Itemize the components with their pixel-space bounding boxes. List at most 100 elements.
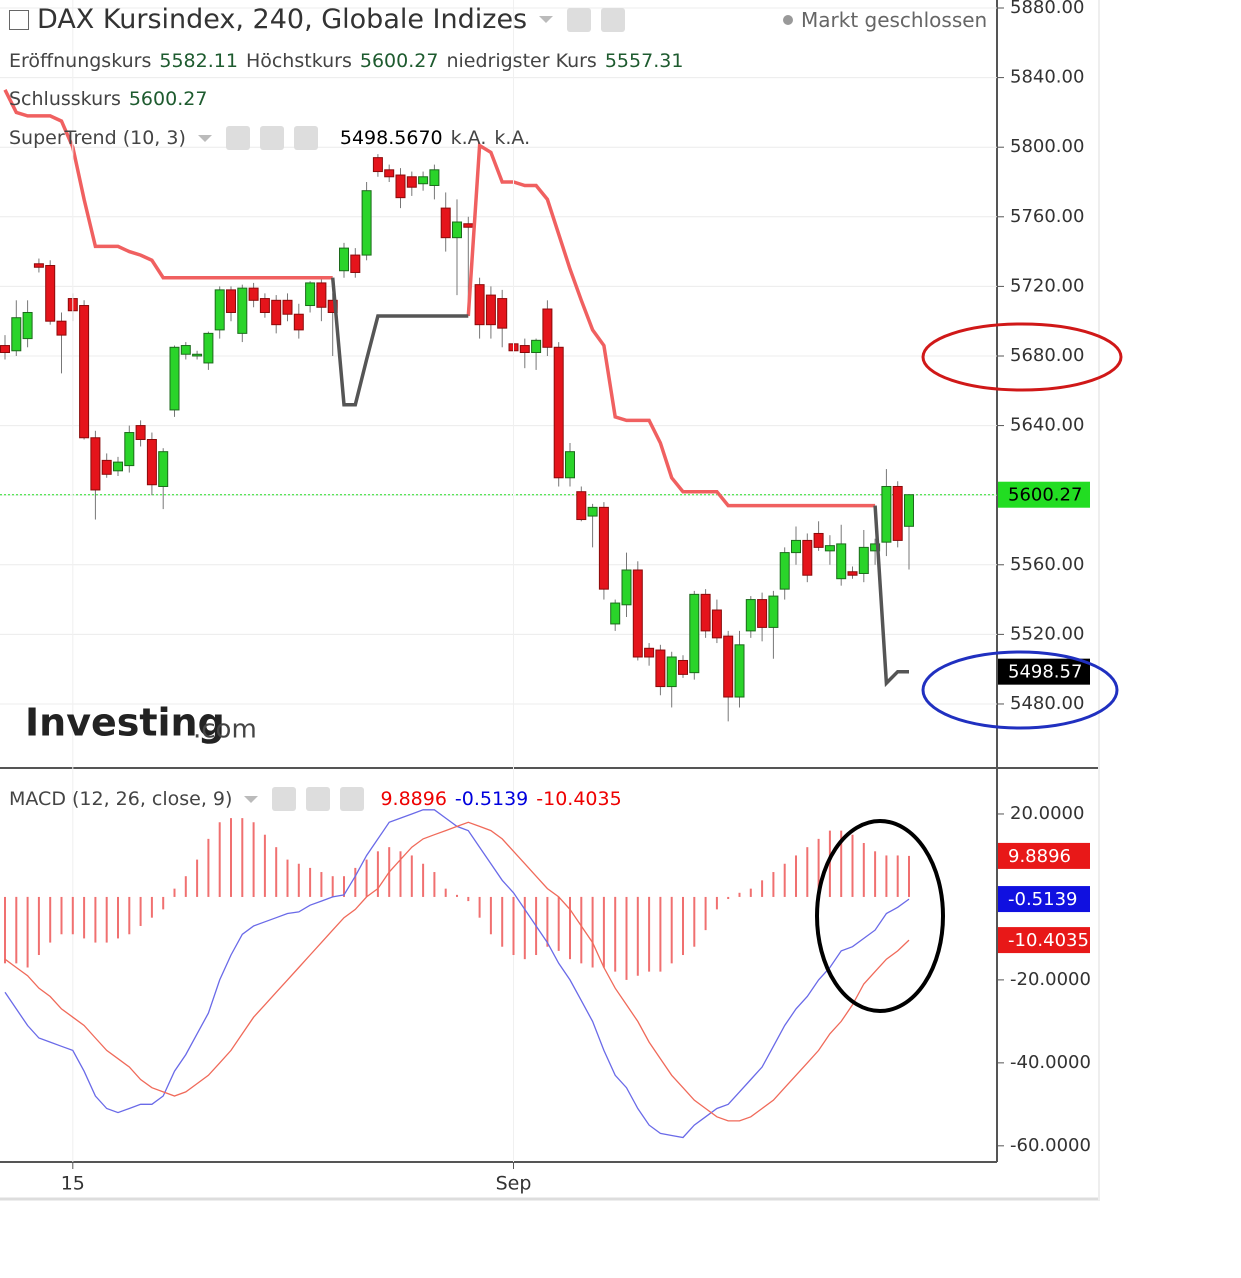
histogram-label-box: [998, 842, 1090, 869]
icon[interactable]: [293, 126, 318, 150]
candle-body: [259, 298, 270, 313]
candle-body: [135, 425, 146, 441]
candle-body: [180, 345, 191, 355]
candle-body: [463, 223, 474, 228]
ohlc-row: Schlusskurs 5600.27: [9, 88, 207, 110]
candle-body: [429, 169, 440, 186]
indicator-na: k.A.: [450, 127, 487, 149]
ohlc-label: Eröffnungskurs: [9, 50, 152, 72]
candle-body: [497, 298, 508, 329]
y-tick-label: 5840.00: [1010, 67, 1084, 88]
indicator-na: k.A.: [494, 127, 531, 149]
candle-body: [45, 265, 56, 322]
icon[interactable]: [259, 126, 284, 150]
candle-body: [361, 190, 372, 256]
candle-body: [327, 299, 338, 313]
supertrend-line: [3, 89, 876, 508]
candle-body: [576, 491, 587, 521]
chart-title: DAX Kursindex, 240, Globale Indizes: [37, 4, 528, 35]
dropdown[interactable]: [539, 16, 554, 23]
icon[interactable]: [272, 787, 297, 811]
candle-body: [192, 353, 203, 357]
macd-line: [4, 821, 910, 1122]
collapse-icon[interactable]: [9, 9, 29, 30]
indicator-value: 5498.5670: [339, 127, 443, 149]
y-tick-label: 5880.00: [1010, 0, 1084, 18]
candle-body: [655, 649, 666, 688]
icon[interactable]: [340, 787, 365, 811]
candle-body: [531, 339, 542, 354]
watermark: Investing: [25, 701, 225, 745]
candle-body: [734, 644, 745, 698]
candle-body: [836, 543, 847, 580]
candle-body: [22, 311, 33, 340]
candle-body: [101, 459, 112, 475]
candle-body: [881, 485, 892, 543]
candle-body: [678, 659, 688, 675]
candle-body: [858, 546, 869, 574]
dropdown[interactable]: [197, 134, 212, 142]
y-tick-label: 5720.00: [1010, 275, 1084, 296]
candle-body: [372, 157, 383, 173]
candle-body: [474, 284, 485, 326]
candle-body: [779, 552, 790, 590]
macd-hist-value: 9.8896: [380, 788, 447, 810]
candle-body: [610, 602, 621, 625]
candle-body: [0, 345, 10, 354]
ohlc-value: 5582.11: [159, 50, 238, 72]
macd-value: -0.5139: [454, 788, 529, 810]
candle-body: [90, 437, 101, 491]
plot-layer: 5480.005520.005560.005600.005640.005680.…: [0, 0, 1091, 1195]
candle-body: [214, 289, 225, 331]
macd-row: MACD (12, 26, close, 9) 9.8896 -0.5139 -…: [9, 787, 622, 811]
annotation-ellipse: [815, 819, 945, 1013]
dropdown[interactable]: [244, 795, 259, 803]
candle-body: [282, 299, 293, 315]
candle-body: [158, 451, 169, 487]
candle-body: [768, 595, 779, 628]
candle-body: [598, 506, 609, 590]
candle-body: [350, 254, 361, 273]
y-tick-label: -60.0000: [1010, 1135, 1091, 1156]
candle-body: [113, 461, 123, 472]
supertrend-label: 5498.57: [1008, 662, 1082, 683]
candle-body: [146, 439, 157, 486]
candle-body: [56, 320, 67, 336]
last-price-label-box: [998, 481, 1090, 508]
candle-body: [791, 539, 801, 554]
candle-body: [723, 635, 734, 698]
candle-body: [519, 345, 530, 354]
supertrend-label-box: [998, 658, 1090, 685]
y-tick-label: 5640.00: [1010, 415, 1084, 436]
ohlc-value: 5600.27: [128, 88, 208, 110]
icon[interactable]: [225, 126, 250, 150]
indicator-row: SuperTrend (10, 3) 5498.5670 k.A. k.A.: [9, 126, 530, 150]
macd-label-box: [998, 886, 1090, 913]
candle-body: [395, 174, 406, 199]
candle-body: [305, 282, 316, 307]
y-tick-label: -40.0000: [1010, 1052, 1091, 1073]
signal-value: -10.4035: [536, 788, 622, 810]
candle-body: [632, 569, 643, 658]
candle-body: [813, 532, 824, 548]
candle-body: [565, 451, 575, 479]
candle-body: [904, 494, 914, 527]
watermark-suffix: .com: [193, 715, 257, 745]
icon[interactable]: [306, 787, 331, 811]
y-tick-label: 5560.00: [1010, 554, 1084, 575]
candle-body: [11, 317, 22, 352]
supertrend-line: [330, 277, 909, 688]
y-tick-label: 5480.00: [1010, 693, 1084, 714]
icon[interactable]: [567, 7, 592, 32]
macd-label: -0.5139: [1008, 889, 1077, 910]
icon[interactable]: [601, 7, 626, 32]
candle-body: [79, 305, 90, 439]
candle-body: [587, 506, 598, 517]
candle-body: [248, 287, 259, 301]
candle-body: [847, 571, 858, 576]
signal-label: -10.4035: [1008, 930, 1089, 951]
candle-body: [870, 543, 881, 552]
candle-body: [203, 332, 214, 364]
